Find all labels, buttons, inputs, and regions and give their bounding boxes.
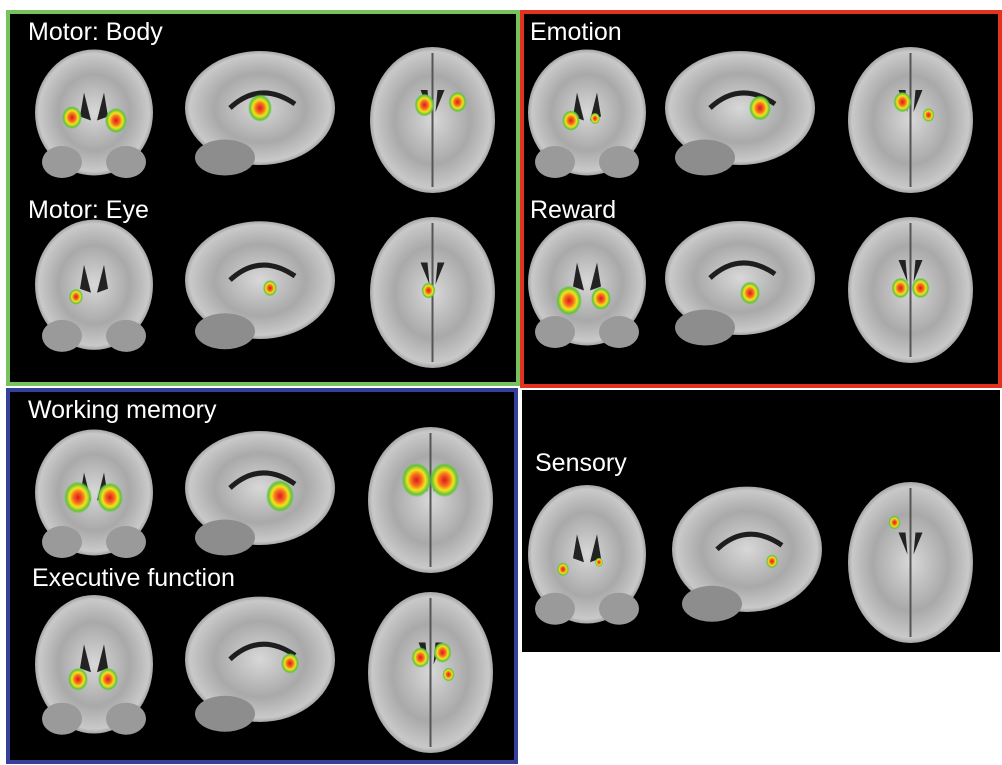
activation [894,92,912,113]
cerebellum [195,140,255,176]
activation [434,642,452,663]
temporal-lobe [42,146,82,178]
cerebellum [195,696,255,732]
panel: Emotion Reward [522,12,1000,386]
row-label: Working memory [28,396,217,424]
activation [595,558,603,567]
activation [69,289,83,305]
row-label: Motor: Body [28,18,163,46]
activation [749,95,771,120]
temporal-lobe [535,316,575,348]
temporal-lobe [42,320,82,352]
activation [248,94,272,122]
temporal-lobe [535,146,575,178]
activation [449,92,467,113]
cerebellum [682,586,742,622]
activation [557,562,569,576]
activation [562,110,580,131]
row-label: Sensory [535,449,627,477]
activation [412,647,430,668]
temporal-lobe [42,703,82,735]
activation [62,106,82,129]
temporal-lobe [42,526,82,558]
temporal-lobe [106,146,146,178]
activation [402,463,432,498]
activation [889,516,901,530]
row-label: Emotion [530,18,622,46]
activation [105,108,127,133]
activation [281,653,299,674]
temporal-lobe [599,146,639,178]
activation [68,668,88,691]
cerebellum [675,140,735,176]
activation [766,554,778,568]
activation [556,286,582,316]
activation [98,668,118,691]
activation [591,287,611,310]
row-label: Motor: Eye [28,196,149,224]
activation [443,668,455,682]
activation [266,480,294,512]
temporal-lobe [106,320,146,352]
row-label: Reward [530,196,616,224]
cerebellum [675,310,735,346]
panel: Motor: Body Motor: Eye [8,12,518,384]
activation [415,94,435,117]
activation [590,113,600,125]
activation [892,278,910,299]
activation [422,282,436,298]
activation [430,463,460,498]
activation [64,481,92,513]
activation [923,108,935,122]
temporal-lobe [106,703,146,735]
temporal-lobe [535,593,575,625]
activation [740,282,760,305]
cerebellum [195,313,255,349]
panel: Sensory [522,390,1000,652]
activation [263,280,277,296]
temporal-lobe [599,316,639,348]
activation [97,483,123,513]
cerebellum [195,520,255,556]
panel: Working memory Executive function [8,390,516,762]
row-label: Executive function [32,564,235,592]
temporal-lobe [106,526,146,558]
activation [912,278,930,299]
brain-figure: Motor: Body Motor: Eye Emotion Reward Workin… [0,0,1002,765]
temporal-lobe [599,593,639,625]
